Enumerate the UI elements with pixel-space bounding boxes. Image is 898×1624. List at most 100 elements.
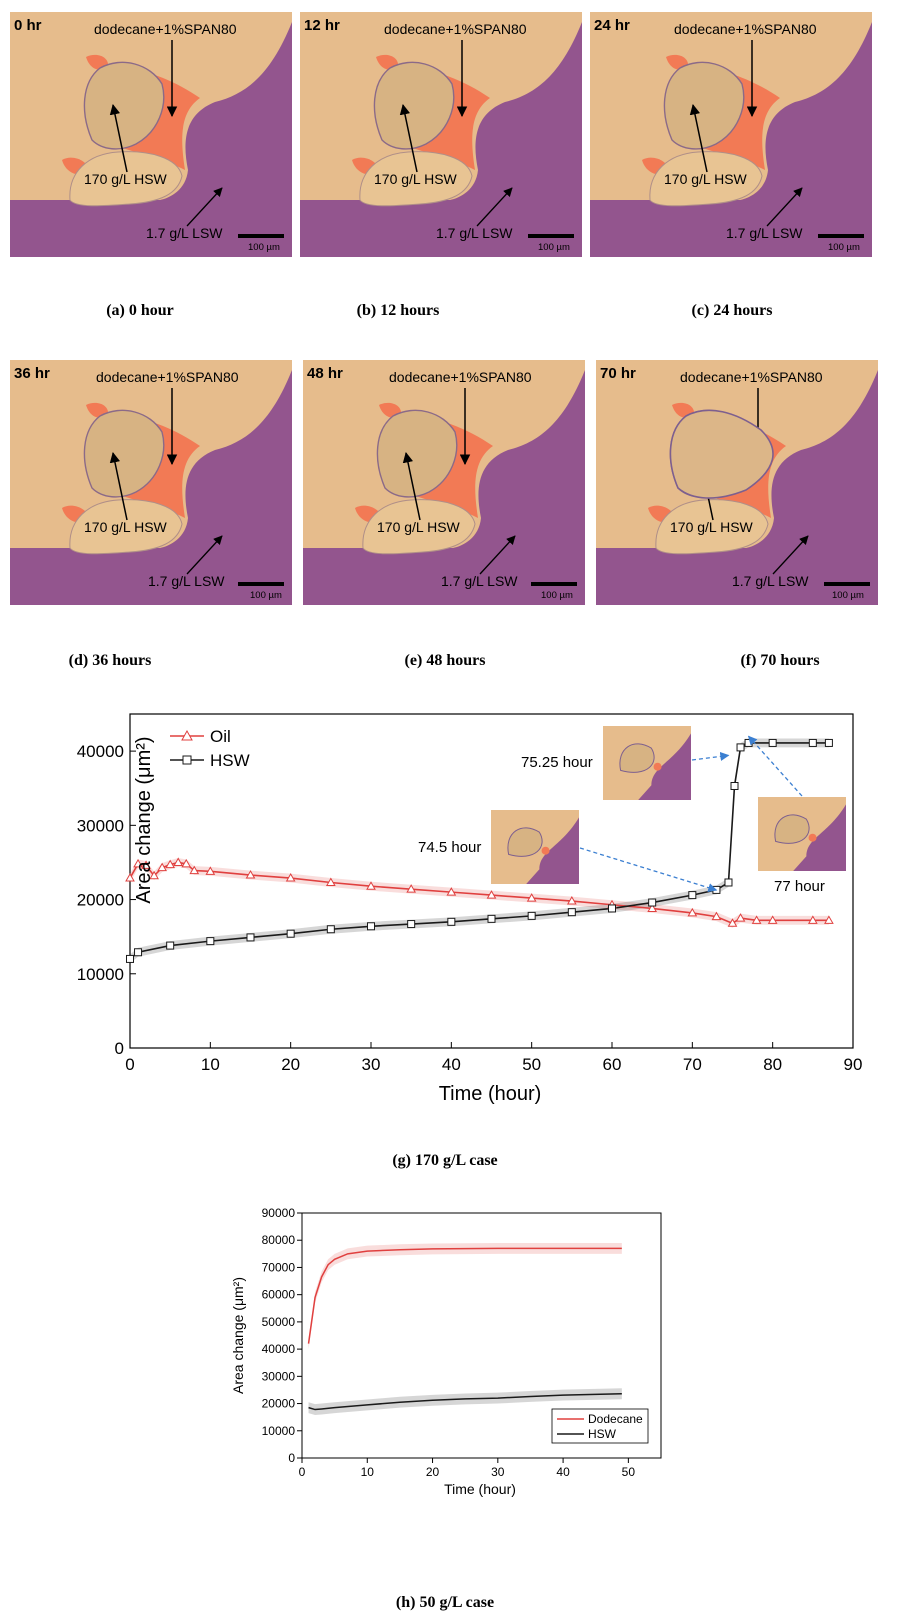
x-tick-label: 0 [125, 1055, 134, 1074]
panel-time-label: 24 hr [594, 17, 630, 34]
panel-time-label: 0 hr [14, 17, 42, 34]
data-point-oil [647, 903, 658, 912]
data-point-hsw [744, 738, 753, 747]
y-tick-label: 10000 [262, 1424, 296, 1438]
data-point-hsw [712, 885, 721, 894]
x-tick-label: 20 [281, 1055, 300, 1074]
caption-h: (h) 50 g/L case [395, 1594, 495, 1611]
oil-label: dodecane+1%SPAN80 [384, 21, 527, 37]
data-point-hsw [206, 937, 215, 946]
data-point-oil [727, 918, 738, 927]
caption-c: (c) 24 hours [691, 302, 773, 319]
scale-bar-label: 100 µm [828, 242, 860, 253]
inset-label: 75.25 hour [521, 754, 593, 771]
series-line-hsw [129, 742, 829, 960]
data-point-oil [366, 881, 376, 890]
data-point-oil [189, 865, 200, 875]
panel-time-label: 48 hr [307, 365, 343, 382]
data-point-oil [285, 873, 296, 882]
data-point-oil [735, 913, 746, 922]
data-point-hsw [808, 738, 817, 747]
x-tick-label: 50 [522, 1055, 541, 1074]
caption-d: (d) 36 hours [68, 652, 152, 669]
y-tick-label: 10000 [77, 965, 124, 984]
pointer-arrow [579, 847, 718, 893]
x-tick-label: 60 [603, 1055, 622, 1074]
micrograph-panel-d: 36 hr dodecane+1%SPAN80 170 g/L HSW 1.7 … [10, 360, 296, 605]
inset-74-5-hour [491, 810, 579, 884]
hsw-label: 170 g/L HSW [670, 519, 754, 535]
y-tick-label: 70000 [262, 1260, 296, 1274]
y-tick-label: 60000 [262, 1288, 296, 1302]
hsw-label: 170 g/L HSW [84, 519, 168, 535]
data-point-hsw [724, 878, 733, 887]
x-tick-label: 80 [763, 1055, 782, 1074]
inset-grain [603, 726, 691, 800]
chart-h-xlabel: Time (hour) [444, 1481, 516, 1497]
legend-marker [182, 755, 192, 765]
data-point-oil [687, 907, 698, 917]
scale-bar-label: 100 µm [541, 590, 573, 601]
data-point-hsw [487, 914, 496, 923]
scale-bar-label: 100 µm [250, 590, 282, 601]
data-point-oil [165, 859, 176, 869]
data-point-oil [149, 870, 159, 880]
data-point-hsw [166, 941, 175, 950]
data-point-oil [607, 899, 617, 909]
chart-g-xlabel: Time (hour) [439, 1083, 542, 1105]
y-tick-label: 80000 [262, 1233, 296, 1247]
micrograph-panel-c: 24 hr dodecane+1%SPAN80 170 g/L HSW 1.7 … [590, 12, 872, 257]
x-tick-label: 70 [683, 1055, 702, 1074]
data-point-hsw [407, 920, 416, 929]
data-point-hsw [326, 925, 335, 934]
series-line-oil [129, 861, 829, 925]
data-point-hsw [768, 738, 777, 747]
caption-b: (b) 12 hours [356, 302, 440, 319]
lsw-label: 1.7 g/L LSW [732, 573, 809, 589]
lsw-label: 1.7 g/L LSW [441, 573, 518, 589]
y-tick-label: 30000 [262, 1369, 296, 1383]
chart-h-frame [301, 1212, 662, 1459]
inset-grain [758, 797, 846, 871]
inset-label: 74.5 hour [418, 839, 481, 856]
data-point-oil [173, 857, 184, 866]
inset-lsw [638, 733, 691, 800]
inset-label: 77 hour [774, 878, 825, 895]
data-point-hsw [286, 929, 295, 938]
data-point-hsw [447, 917, 456, 926]
series-band [308, 1242, 622, 1350]
x-tick-label: 50 [622, 1465, 636, 1479]
micrograph-image: 0 hr dodecane+1%SPAN80 170 g/L HSW 1.7 g… [10, 12, 292, 257]
inset-lsw [526, 817, 579, 884]
series-band [308, 1388, 622, 1415]
micrograph-panel-a: 0 hr dodecane+1%SPAN80 170 g/L HSW 1.7 g… [10, 12, 292, 257]
inset-75-25-hour [603, 726, 691, 800]
data-point-hsw [126, 954, 134, 963]
x-tick-label: 30 [362, 1055, 381, 1074]
scale-bar-label: 100 µm [248, 242, 280, 253]
micrograph-panel-b: 12 hr dodecane+1%SPAN80 170 g/L HSW 1.7 … [300, 12, 582, 257]
data-point-oil [807, 915, 818, 924]
caption-a: (a) 0 hour [106, 302, 174, 319]
data-point-oil [566, 896, 577, 905]
data-point-oil [133, 858, 143, 868]
y-tick-label: 90000 [262, 1206, 296, 1220]
oil-label: dodecane+1%SPAN80 [96, 369, 239, 385]
x-tick-label: 40 [556, 1465, 570, 1479]
y-tick-label: 40000 [77, 742, 124, 761]
micrograph-image: 12 hr dodecane+1%SPAN80 170 g/L HSW 1.7 … [300, 12, 582, 257]
data-point-hsw [688, 891, 697, 900]
micrograph-image: 24 hr dodecane+1%SPAN80 170 g/L HSW 1.7 … [590, 12, 872, 257]
data-point-oil [181, 858, 192, 868]
pointer-arrow [747, 735, 803, 797]
inset-grain [491, 810, 579, 884]
y-tick-label: 40000 [262, 1342, 296, 1356]
inset-oil [653, 762, 662, 771]
series-band [130, 857, 829, 928]
series-line-hsw [308, 1393, 622, 1411]
micrograph-image: 36 hr dodecane+1%SPAN80 170 g/L HSW 1.7 … [10, 360, 296, 605]
x-tick-label: 10 [201, 1055, 220, 1074]
data-point-oil [824, 915, 834, 924]
oil-label: dodecane+1%SPAN80 [680, 369, 823, 385]
hsw-label: 170 g/L HSW [377, 519, 461, 535]
